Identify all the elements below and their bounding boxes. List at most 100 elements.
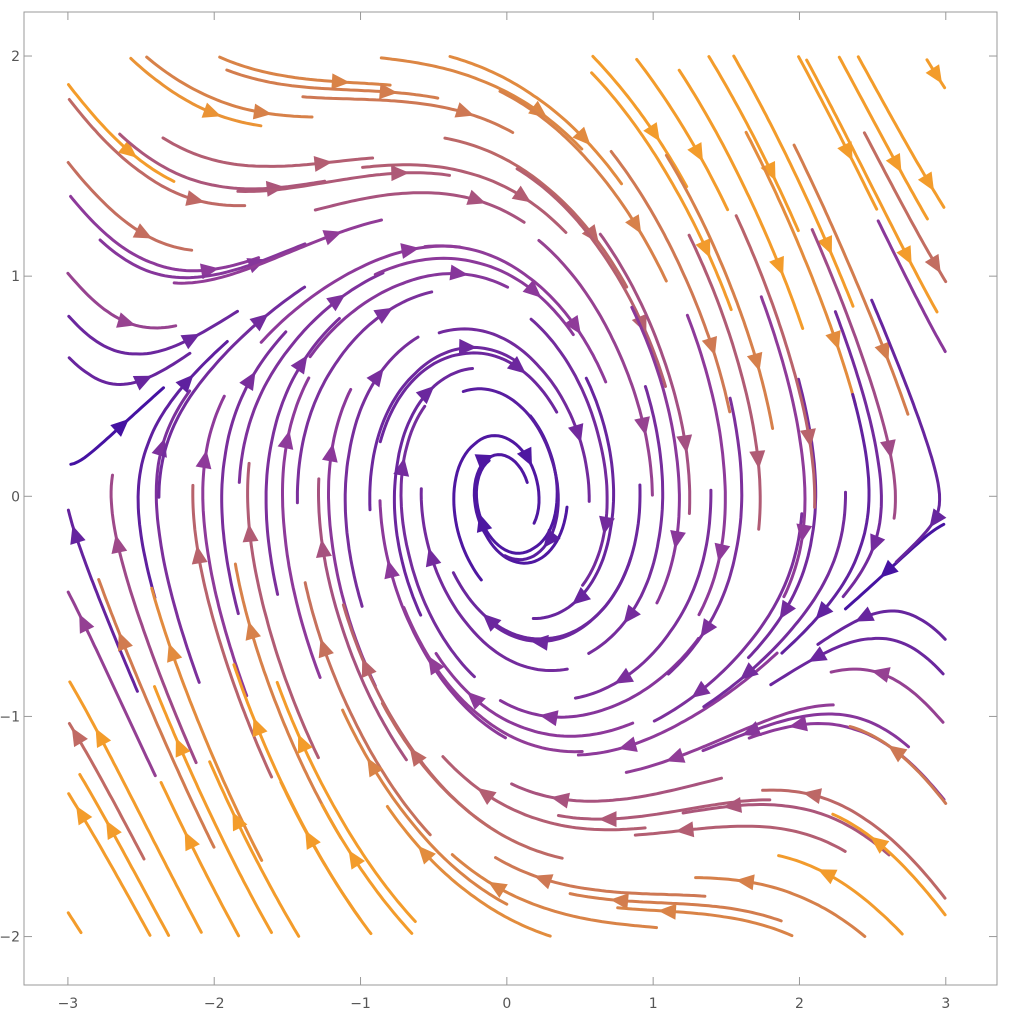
streamline-98 (590, 71, 733, 312)
streamline-86 (537, 239, 654, 497)
streamline-arrow-25 (239, 371, 256, 391)
streamline-76 (437, 327, 591, 503)
streamline-arrow-45 (366, 368, 384, 388)
streamline-21 (153, 685, 273, 934)
streamline-102 (624, 703, 835, 774)
streamline-arrow-42 (318, 638, 334, 659)
x-tick-label: −1 (350, 996, 371, 1012)
streamline-12 (97, 578, 216, 849)
streamline-arrow-52 (361, 658, 377, 678)
streamline-90 (568, 892, 783, 923)
streamline-77 (423, 244, 608, 384)
streamline-arrow-72 (467, 691, 486, 710)
streamline-34 (281, 376, 322, 679)
streamline-56 (368, 345, 518, 512)
streamline-33 (246, 461, 320, 760)
streamline-48 (236, 171, 451, 194)
streamline-97 (609, 150, 732, 414)
streamline-arrow-135 (929, 508, 947, 528)
streamline-arrow-38 (313, 156, 333, 172)
streamline-arrow-106 (749, 450, 766, 469)
streamline-11 (68, 680, 203, 934)
streamline-arrow-91 (598, 811, 617, 828)
streamline-arrow-116 (800, 428, 816, 448)
streamline-arrow-67 (522, 279, 542, 298)
streamline-66 (378, 351, 559, 444)
streamline-71 (441, 755, 647, 832)
streamline-arrow-109 (760, 161, 776, 181)
streamline-31 (232, 663, 362, 921)
streamline-108 (677, 68, 805, 330)
streamline-arrow-48 (391, 165, 410, 182)
streamline-arrow-131 (888, 745, 908, 763)
streamline-69 (379, 56, 584, 151)
streamline-61 (380, 701, 564, 860)
streamline-104 (666, 396, 744, 676)
streamline-42 (303, 581, 432, 837)
streamline-arrow-68 (511, 185, 531, 203)
streamline-83 (490, 483, 642, 643)
streamline-32 (233, 562, 343, 840)
streamline-133 (816, 609, 947, 646)
streamline-50 (320, 803, 414, 935)
streamline-arrow-121 (802, 788, 822, 804)
streamline-27 (98, 238, 307, 280)
streamline-arrow-29 (252, 103, 272, 120)
streamline-arrow-122 (788, 715, 808, 732)
x-tick-label: 3 (941, 996, 950, 1012)
streamline-arrow-22 (167, 643, 183, 663)
streamline-89 (591, 54, 689, 189)
streamline-88 (498, 89, 668, 283)
streamline-36 (237, 271, 385, 484)
streamline-arrow-126 (880, 439, 896, 459)
streamline-arrow-76 (568, 423, 584, 443)
streamline-arrow-94 (623, 604, 641, 624)
streamline-122 (747, 721, 946, 802)
streamline-115 (759, 295, 807, 599)
streamline-78 (443, 136, 629, 289)
streamline-110 (694, 876, 867, 938)
streamline-45 (343, 335, 420, 608)
streamline-arrow-82 (539, 710, 559, 727)
streamline-arrow-107 (746, 351, 763, 372)
streamline-arrow-20 (184, 831, 200, 852)
streamline-30 (208, 760, 301, 938)
streamline-95 (630, 305, 681, 605)
streamline-arrow-34 (277, 430, 294, 450)
streamline-arrow-61 (409, 747, 427, 767)
streamline-arrow-125 (870, 533, 886, 554)
streamline-arrow-18 (185, 190, 205, 206)
streamline-93 (573, 488, 713, 700)
streamline-arrow-10 (106, 820, 122, 840)
streamline-arrow-58 (466, 189, 486, 205)
streamline-8 (66, 161, 194, 252)
streamline-arrow-92 (618, 736, 638, 752)
streamline-119 (797, 55, 879, 211)
streamline-arrow-113 (739, 662, 759, 680)
streamline-arrow-16 (180, 333, 201, 350)
streamline-arrow-105 (714, 542, 731, 562)
streamline-92 (576, 651, 779, 757)
streamline-130 (831, 812, 947, 917)
streamline-127 (792, 143, 910, 416)
streamline-46 (295, 290, 434, 505)
streamline-26 (157, 285, 307, 499)
streamline-41 (275, 680, 417, 923)
streamline-arrow-69 (528, 100, 548, 118)
streamline-arrow-31 (252, 717, 268, 738)
streamline-arrow-49 (379, 83, 398, 100)
streamline-arrow-108 (769, 255, 784, 276)
streamline-103 (652, 512, 804, 723)
streamline-arrow-117 (825, 330, 841, 350)
streamline-arrow-11 (95, 728, 112, 748)
streamline-20 (159, 781, 241, 938)
streamline-25 (220, 330, 288, 616)
streamline-24 (201, 394, 249, 698)
streamline-arrow-111 (723, 797, 742, 813)
y-tick-label: 2 (11, 49, 20, 65)
streamline-6 (67, 351, 192, 387)
streamline-arrow-98 (695, 238, 711, 258)
streamline-84 (531, 376, 616, 620)
x-tick-label: 2 (795, 996, 804, 1012)
